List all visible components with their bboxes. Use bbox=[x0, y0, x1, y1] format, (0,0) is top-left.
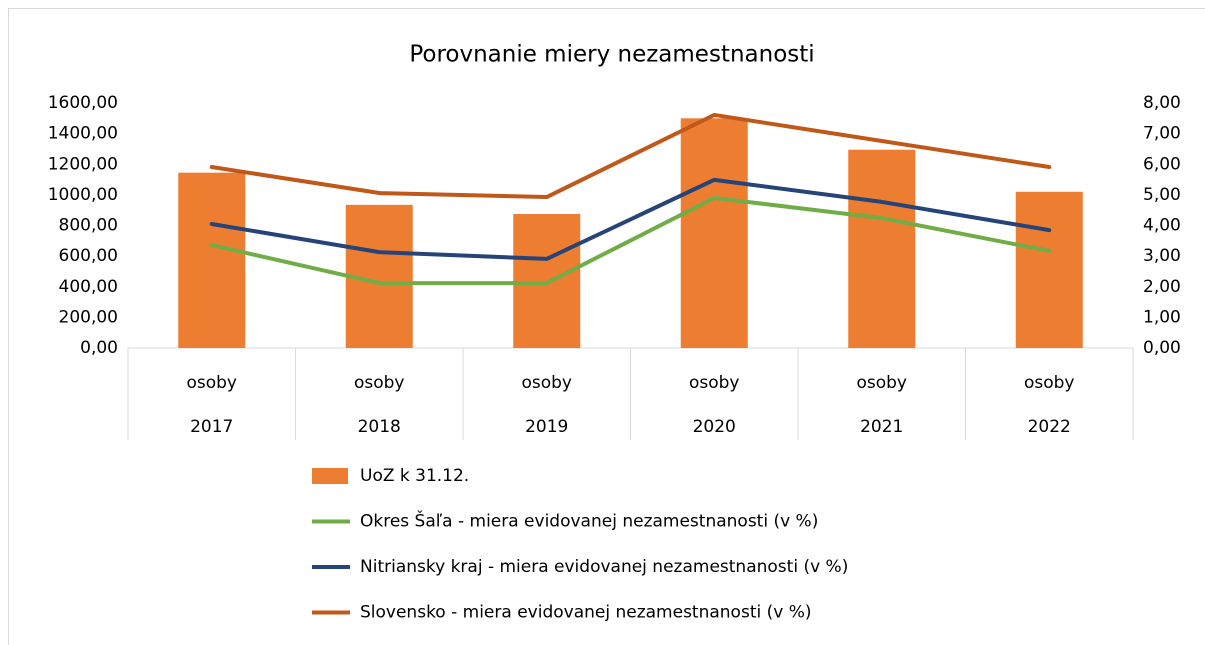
bar bbox=[680, 118, 748, 348]
bar bbox=[848, 149, 916, 348]
x-tick-label: 2021 bbox=[860, 417, 903, 437]
y2-tick-label: 2,00 bbox=[1143, 277, 1181, 297]
y-tick-label: 1000,00 bbox=[48, 185, 118, 205]
y2-tick-label: 6,00 bbox=[1143, 154, 1181, 174]
legend-swatch bbox=[312, 468, 348, 484]
x-tick-label: 2022 bbox=[1028, 417, 1071, 437]
x-sublabel: osoby bbox=[689, 373, 740, 393]
y2-tick-label: 3,00 bbox=[1143, 246, 1181, 266]
chart-title: Porovnanie miery nezamestnanosti bbox=[409, 42, 814, 68]
bar bbox=[1015, 191, 1083, 348]
x-tick-label: 2018 bbox=[358, 417, 401, 437]
bar bbox=[178, 172, 246, 348]
x-tick-label: 2017 bbox=[190, 417, 233, 437]
y2-tick-label: 8,00 bbox=[1143, 93, 1181, 113]
y2-tick-label: 1,00 bbox=[1143, 307, 1181, 327]
x-sublabel: osoby bbox=[521, 373, 572, 393]
x-sublabel: osoby bbox=[186, 373, 237, 393]
line bbox=[209, 177, 1052, 261]
y-tick-label: 1400,00 bbox=[48, 124, 118, 144]
x-tick-label: 2020 bbox=[693, 417, 736, 437]
y-tick-label: 1600,00 bbox=[48, 93, 118, 113]
x-tick-label: 2019 bbox=[525, 417, 568, 437]
legend-label: Okres Šaľa - miera evidovanej nezamestna… bbox=[360, 510, 818, 532]
y-tick-label: 800,00 bbox=[59, 216, 118, 236]
x-sublabel: osoby bbox=[1024, 373, 1075, 393]
legend-label: Slovensko - miera evidovanej nezamestnan… bbox=[360, 603, 812, 623]
x-sublabel: osoby bbox=[354, 373, 405, 393]
y-tick-label: 1200,00 bbox=[48, 154, 118, 174]
y-tick-label: 200,00 bbox=[59, 307, 118, 327]
x-sublabel: osoby bbox=[856, 373, 907, 393]
y2-tick-label: 5,00 bbox=[1143, 185, 1181, 205]
y2-tick-label: 0,00 bbox=[1143, 338, 1181, 358]
legend-label: Nitriansky kraj - miera evidovanej nezam… bbox=[360, 557, 848, 577]
y-tick-label: 0,00 bbox=[80, 338, 118, 358]
y2-tick-label: 4,00 bbox=[1143, 216, 1181, 236]
y-tick-label: 600,00 bbox=[59, 246, 118, 266]
line bbox=[209, 195, 1052, 286]
legend-label: UoZ k 31.12. bbox=[360, 466, 469, 486]
y-tick-label: 400,00 bbox=[59, 277, 118, 297]
chart-frame bbox=[8, 8, 1205, 645]
y2-tick-label: 7,00 bbox=[1143, 124, 1181, 144]
line bbox=[209, 112, 1052, 200]
